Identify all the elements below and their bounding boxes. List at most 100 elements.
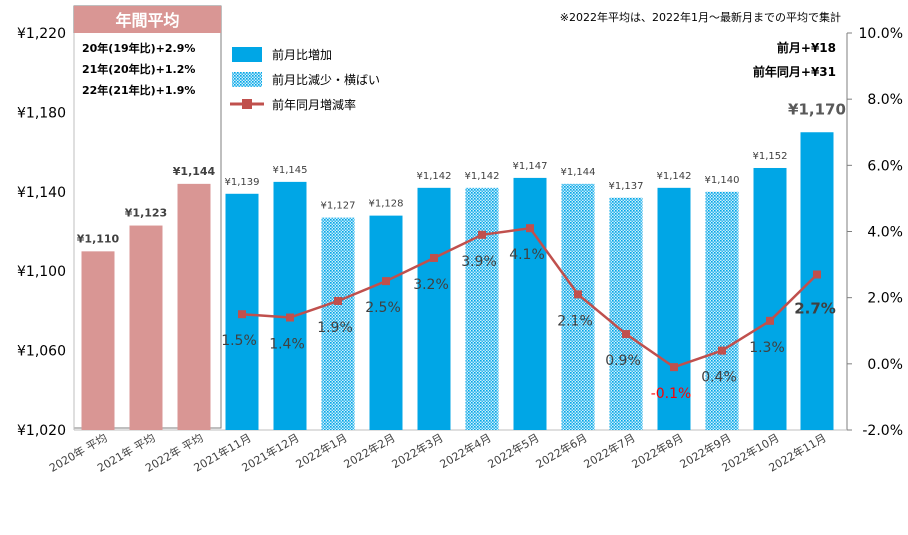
x-tick-label: 2022年2月	[341, 430, 397, 471]
y-right-tick-label: 8.0%	[867, 92, 903, 108]
bar-value-label: ¥1,139	[225, 177, 260, 188]
legend-label-decrease: 前月比減少・横ばい	[272, 72, 380, 87]
yoy-data-label: 4.1%	[509, 247, 545, 263]
bar-annual	[81, 251, 115, 430]
bar-increase	[417, 187, 451, 430]
y-left-tick-label: ¥1,220	[17, 26, 66, 42]
yoy-marker	[382, 277, 390, 286]
bar-value-label: ¥1,142	[657, 171, 692, 182]
y-right-tick-label: 2.0%	[867, 291, 903, 307]
annual-box-line-1: 20年(19年比)+2.9%	[82, 41, 195, 55]
yoy-data-label: 2.1%	[557, 313, 593, 329]
legend-swatch-marker	[242, 99, 252, 109]
bar-annual	[129, 225, 163, 430]
yoy-data-label: 0.9%	[605, 353, 641, 369]
bar-labels: ¥1,110 ¥1,123 ¥1,144 ¥1,139 ¥1,145 ¥1,127 ¥1,1…	[77, 100, 846, 245]
yoy-data-label: -0.1%	[651, 386, 692, 402]
x-tick-label: 2022年1月	[293, 430, 349, 471]
y-left-tick-label: ¥1,140	[17, 185, 66, 201]
y-left-tick-label: ¥1,060	[17, 344, 66, 360]
legend-label-increase: 前月比増加	[272, 47, 332, 62]
bar-value-label: ¥1,128	[369, 199, 404, 210]
legend: 前月比増加 前月比減少・横ばい 前年同月増減率	[230, 47, 380, 112]
yoy-data-label: 1.3%	[749, 340, 785, 356]
bar-increase	[513, 177, 547, 430]
yoy-line-series: 1.5% 1.4% 1.9% 2.5% 3.2% 3.9% 4.1% 2.1% 0.9% -0.1…	[221, 224, 836, 402]
bar-increase	[753, 167, 787, 431]
bar-value-label: ¥1,140	[705, 175, 740, 186]
bar-value-label: ¥1,110	[77, 232, 120, 245]
x-tick-label: 2022年4月	[437, 430, 493, 471]
bar-value-label: ¥1,142	[417, 171, 452, 182]
bar-increase	[800, 132, 834, 430]
legend-label-line: 前年同月増減率	[272, 97, 356, 112]
yoy-marker	[478, 230, 486, 239]
bars	[81, 132, 834, 431]
y-right-tick-label: 10.0%	[859, 26, 903, 42]
bar-value-label: ¥1,144	[561, 167, 596, 178]
x-tick-label: 2022年7月	[581, 430, 637, 471]
yoy-data-label: 3.9%	[461, 254, 497, 270]
bar-value-label: ¥1,152	[753, 151, 788, 162]
yoy-marker	[718, 346, 726, 355]
y-left-tick-label: ¥1,180	[17, 105, 66, 121]
x-tick-label: 2022年5月	[485, 430, 541, 471]
y-axis-right: -2.0% 0.0% 2.0% 4.0% 6.0% 8.0% 10.0%	[847, 26, 903, 439]
bar-increase	[657, 187, 691, 430]
bar-decrease	[705, 191, 739, 430]
yoy-marker	[526, 224, 534, 233]
bar-value-label: ¥1,142	[465, 171, 500, 182]
y-axis-left: ¥1,020 ¥1,060 ¥1,100 ¥1,140 ¥1,180 ¥1,220	[17, 26, 66, 439]
legend-swatch-increase	[232, 47, 262, 62]
legend-swatch-decrease	[232, 72, 262, 87]
yoy-data-label: 2.7%	[794, 300, 836, 318]
y-left-tick-label: ¥1,020	[17, 423, 66, 439]
bar-value-label: ¥1,123	[125, 207, 167, 220]
bar-value-label: ¥1,147	[513, 161, 548, 172]
x-tick-label: 2022年6月	[533, 430, 589, 471]
yoy-marker	[574, 290, 582, 299]
yoy-marker	[766, 316, 774, 325]
bar-annual	[177, 183, 211, 430]
bar-value-label: ¥1,145	[273, 165, 308, 176]
yoy-data-label: 1.4%	[269, 337, 305, 353]
annual-box-line-3: 22年(21年比)+1.9%	[82, 83, 195, 97]
bar-decrease	[609, 197, 643, 430]
bar-decrease	[561, 183, 595, 430]
chart-note: ※2022年平均は、2022年1月～最新月までの平均で集計	[560, 10, 841, 24]
yoy-change: 前年同月+¥31	[753, 64, 836, 79]
yoy-marker	[813, 270, 821, 279]
annual-box-title-bg	[74, 6, 221, 33]
bar-increase	[273, 181, 307, 430]
y-right-tick-label: 6.0%	[867, 158, 903, 174]
y-right-tick-label: 4.0%	[867, 225, 903, 241]
y-left-tick-label: ¥1,100	[17, 264, 66, 280]
yoy-marker	[334, 296, 342, 305]
annual-box-title: 年間平均	[115, 11, 179, 30]
y-right-tick-label: -2.0%	[862, 423, 903, 439]
yoy-data-label: 3.2%	[413, 277, 449, 293]
x-tick-label: 2022年3月	[389, 430, 445, 471]
bar-increase	[369, 215, 403, 430]
yoy-marker	[670, 363, 678, 372]
bar-value-label: ¥1,137	[609, 181, 644, 192]
yoy-data-label: 1.5%	[221, 333, 257, 349]
yoy-marker	[430, 253, 438, 262]
yoy-marker	[622, 330, 630, 339]
y-right-tick-label: 0.0%	[867, 357, 903, 373]
yoy-marker	[286, 313, 294, 322]
x-tick-label: 2022年8月	[629, 430, 685, 471]
yoy-marker	[238, 310, 246, 319]
bar-decrease	[465, 187, 499, 430]
bar-value-label: ¥1,170	[788, 100, 846, 118]
bar-decrease	[321, 217, 355, 430]
mom-change: 前月+¥18	[777, 40, 836, 55]
yoy-data-label: 1.9%	[317, 320, 353, 336]
annual-box-line-2: 21年(20年比)+1.2%	[82, 62, 195, 76]
yoy-data-label: 2.5%	[365, 300, 401, 316]
bar-value-label: ¥1,144	[173, 165, 216, 178]
bar-value-label: ¥1,127	[321, 201, 356, 212]
